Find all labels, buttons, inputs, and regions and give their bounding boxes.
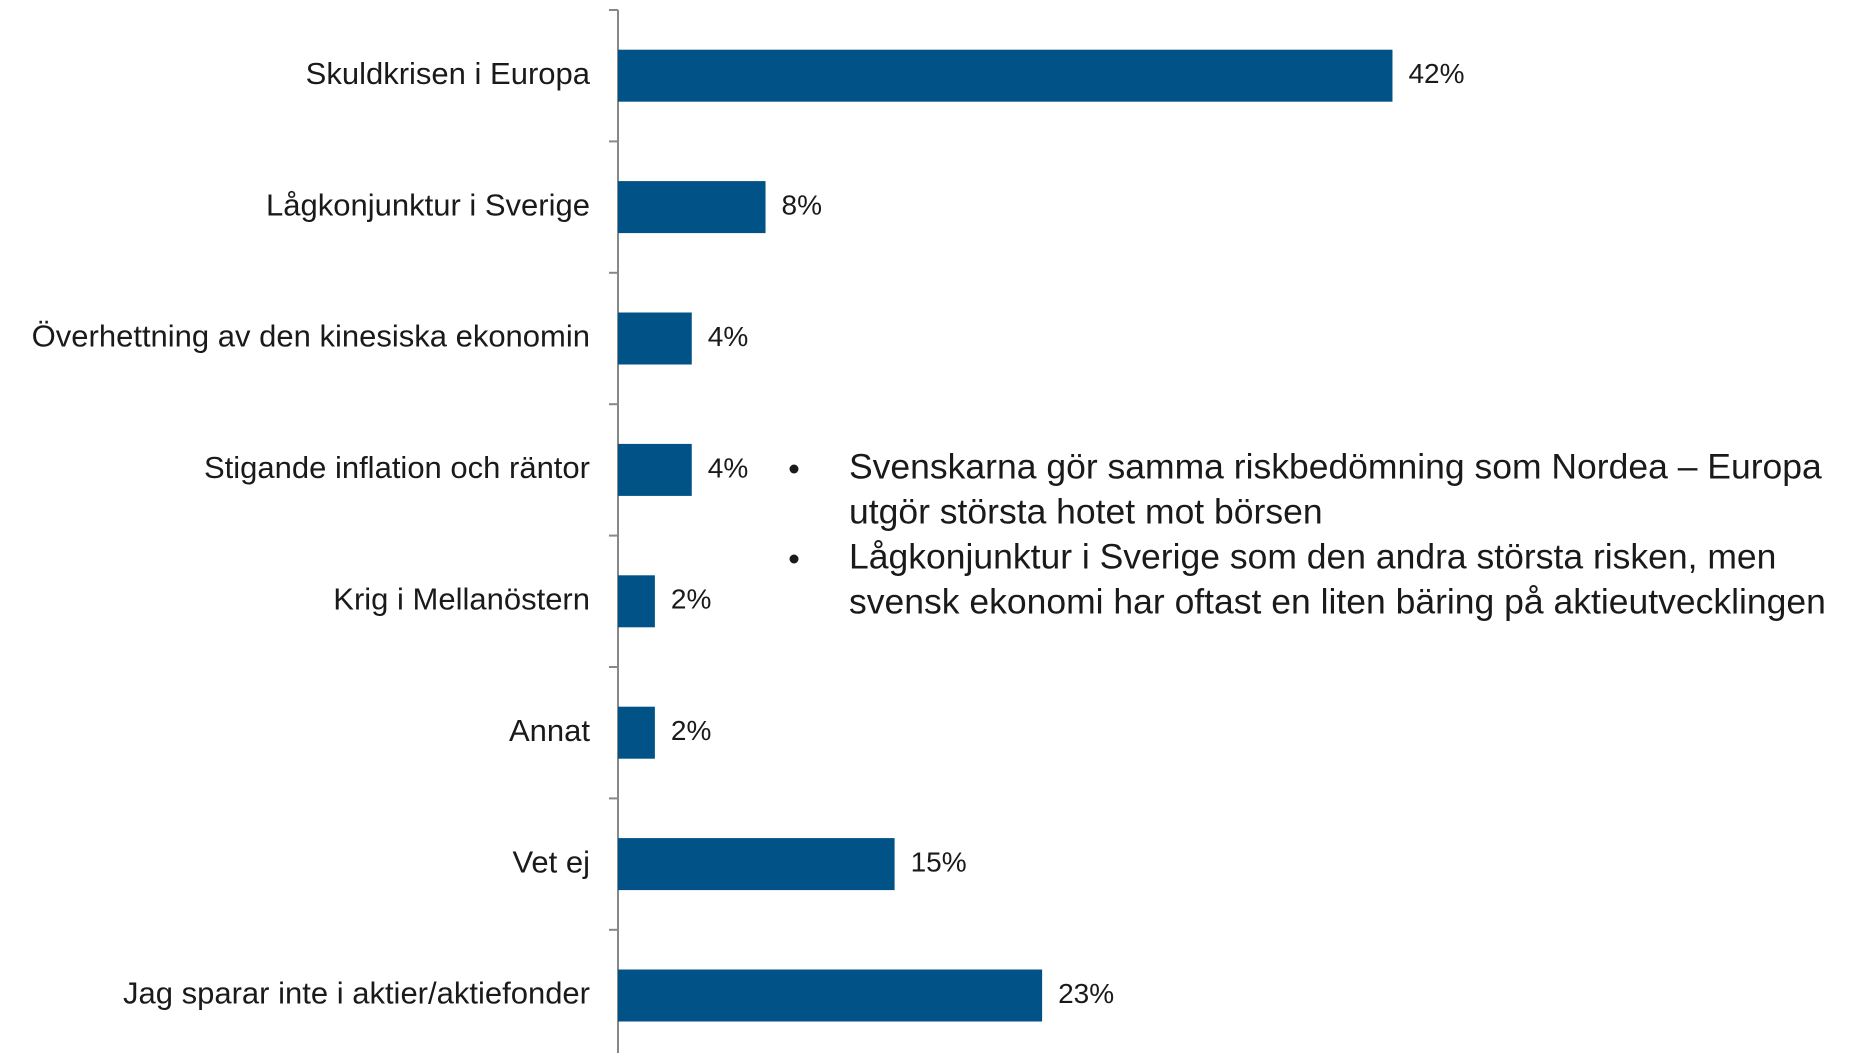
- category-label: Stigande inflation och räntor: [204, 450, 590, 485]
- bar: [618, 49, 1393, 102]
- category-label: Överhettning av den kinesiska ekonomin: [32, 319, 590, 354]
- category-label: Jag sparar inte i aktier/aktiefonder: [123, 976, 590, 1011]
- data-label: 4%: [708, 321, 748, 352]
- data-label: 42%: [1408, 58, 1464, 89]
- category-label: Krig i Mellanöstern: [333, 581, 590, 616]
- bullet-dot: [789, 554, 799, 564]
- bullet-dot: [789, 464, 799, 474]
- category-label: Annat: [509, 713, 590, 748]
- bar: [618, 838, 895, 891]
- note-text: svensk ekonomi har oftast en liten bärin…: [849, 581, 1826, 621]
- data-label: 8%: [782, 189, 822, 220]
- data-label: 2%: [671, 584, 711, 615]
- data-label: 2%: [671, 715, 711, 746]
- category-label: Skuldkrisen i Europa: [306, 56, 591, 91]
- category-label: Lågkonjunktur i Sverige: [266, 187, 590, 222]
- bar: [618, 443, 692, 496]
- note-text: Svenskarna gör samma riskbedömning som N…: [849, 446, 1822, 486]
- note-text: Lågkonjunktur i Sverige som den andra st…: [849, 536, 1776, 576]
- bar: [618, 575, 655, 628]
- category-label: Vet ej: [512, 844, 590, 879]
- data-label: 4%: [708, 452, 748, 483]
- data-label: 15%: [911, 846, 967, 877]
- bar: [618, 969, 1043, 1022]
- bar: [618, 312, 692, 365]
- note-text: utgör största hotet mot börsen: [849, 491, 1323, 531]
- data-label: 23%: [1058, 978, 1114, 1009]
- bar: [618, 181, 766, 234]
- bar: [618, 706, 655, 759]
